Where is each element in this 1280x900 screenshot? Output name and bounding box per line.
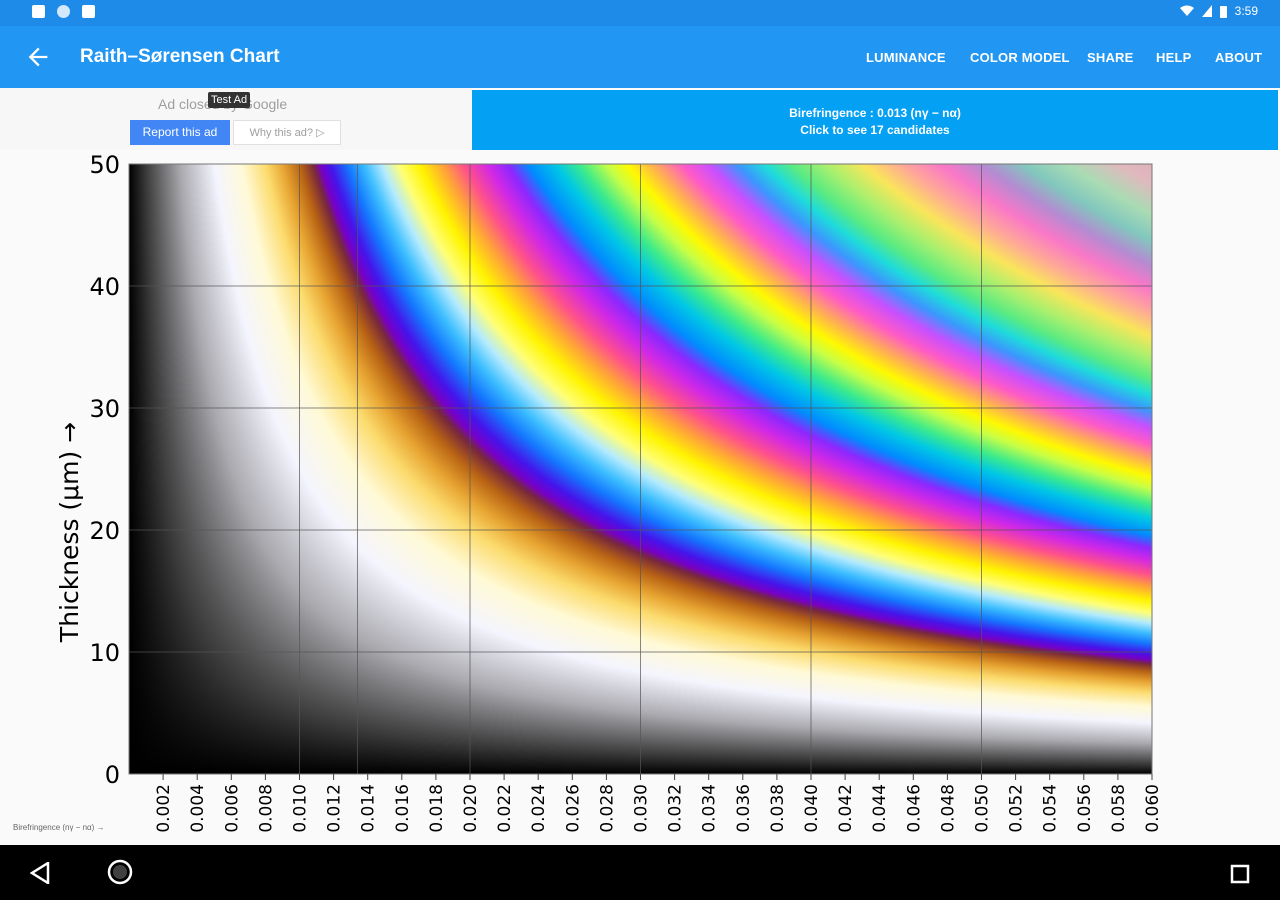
arrow-left-icon[interactable] <box>24 43 52 71</box>
x-tick-label: 0.054 <box>1041 784 1061 833</box>
y-axis-label: Thickness (μm) → <box>55 422 84 643</box>
status-bar: 3:59 <box>0 0 1280 26</box>
status-notification-icons <box>32 5 95 18</box>
x-tick-label: 0.008 <box>256 784 276 833</box>
x-tick-label: 0.030 <box>632 784 652 833</box>
y-tick-label: 50 <box>89 151 120 179</box>
x-tick-label: 0.014 <box>359 784 379 833</box>
x-tick-label: 0.048 <box>938 784 958 833</box>
y-tick-label: 10 <box>89 639 120 667</box>
x-tick-label: 0.034 <box>700 784 720 833</box>
report-ad-button[interactable]: Report this ad <box>130 120 230 145</box>
back-triangle-icon[interactable] <box>30 862 50 884</box>
x-tick-label: 0.024 <box>529 784 549 833</box>
birefringence-value: Birefringence : 0.013 (nγ − nα) <box>789 106 961 120</box>
status-system-icons: 3:59 <box>1179 4 1258 18</box>
x-tick-label: 0.058 <box>1109 784 1129 833</box>
x-tick-label: 0.038 <box>768 784 788 833</box>
x-tick-label: 0.016 <box>393 784 413 833</box>
menu-about[interactable]: ABOUT <box>1215 50 1263 65</box>
x-axis-ticks: 0.002 0.004 0.006 0.008 0.010 0.012 0.014 0.016… <box>154 774 1163 833</box>
home-circle-icon[interactable] <box>106 858 134 886</box>
test-ad-badge: Test Ad <box>208 92 251 108</box>
y-tick-label: 20 <box>89 517 120 545</box>
x-tick-label: 0.006 <box>222 784 242 833</box>
grid-lines <box>129 164 1152 774</box>
app-bar: Raith–Sørensen Chart LUMINANCE COLOR MOD… <box>0 26 1280 88</box>
status-time: 3:59 <box>1234 4 1258 18</box>
x-tick-label: 0.022 <box>495 784 515 833</box>
notification-icon <box>32 5 45 18</box>
x-tick-label: 0.042 <box>836 784 856 833</box>
y-axis-ticks: 0 10 20 30 40 50 <box>89 151 120 789</box>
y-tick-label: 30 <box>89 395 120 423</box>
menu-luminance[interactable]: LUMINANCE <box>866 50 946 65</box>
sd-card-icon <box>82 5 95 18</box>
x-tick-label: 0.012 <box>325 784 345 833</box>
wifi-icon <box>1179 5 1194 16</box>
y-tick-label: 40 <box>89 273 120 301</box>
system-nav-bar <box>0 845 1280 900</box>
x-tick-label: 0.052 <box>1007 784 1027 833</box>
x-tick-label: 0.020 <box>461 784 481 833</box>
ad-bar: Ad closed by Google Test Ad Report this … <box>0 88 1280 150</box>
x-tick-label: 0.060 <box>1143 784 1163 833</box>
x-tick-label: 0.004 <box>188 784 208 833</box>
x-tick-label: 0.036 <box>734 784 754 833</box>
x-tick-label: 0.050 <box>973 784 993 833</box>
x-tick-label: 0.026 <box>563 784 583 833</box>
x-tick-label: 0.028 <box>597 784 617 833</box>
menu-share[interactable]: SHARE <box>1087 50 1134 65</box>
x-tick-label: 0.002 <box>154 784 174 833</box>
x-tick-label: 0.040 <box>802 784 822 833</box>
x-tick-label: 0.044 <box>870 784 890 833</box>
x-tick-label: 0.046 <box>904 784 924 833</box>
menu-color-model[interactable]: COLOR MODEL <box>970 50 1070 65</box>
x-tick-label: 0.056 <box>1075 784 1095 833</box>
x-tick-label: 0.032 <box>666 784 686 833</box>
ad-closed-panel: Ad closed by Google Test Ad Report this … <box>0 88 472 150</box>
plot-area[interactable] <box>128 163 1153 775</box>
why-this-ad-button[interactable]: Why this ad? ▷ <box>233 120 341 145</box>
candidates-link: Click to see 17 candidates <box>800 123 950 137</box>
birefringence-candidates-banner[interactable]: Birefringence : 0.013 (nγ − nα) Click to… <box>472 90 1278 150</box>
recents-square-icon[interactable] <box>1230 864 1250 884</box>
page-title: Raith–Sørensen Chart <box>80 46 280 67</box>
x-tick-label: 0.010 <box>291 784 311 833</box>
y-tick-label: 0 <box>105 761 120 789</box>
sync-icon <box>57 5 70 18</box>
signal-icon <box>1201 5 1212 17</box>
x-axis-label: Birefringence (nγ − nα) → <box>13 823 105 832</box>
battery-icon <box>1219 5 1227 18</box>
x-tick-label: 0.018 <box>427 784 447 833</box>
menu-help[interactable]: HELP <box>1156 50 1192 65</box>
